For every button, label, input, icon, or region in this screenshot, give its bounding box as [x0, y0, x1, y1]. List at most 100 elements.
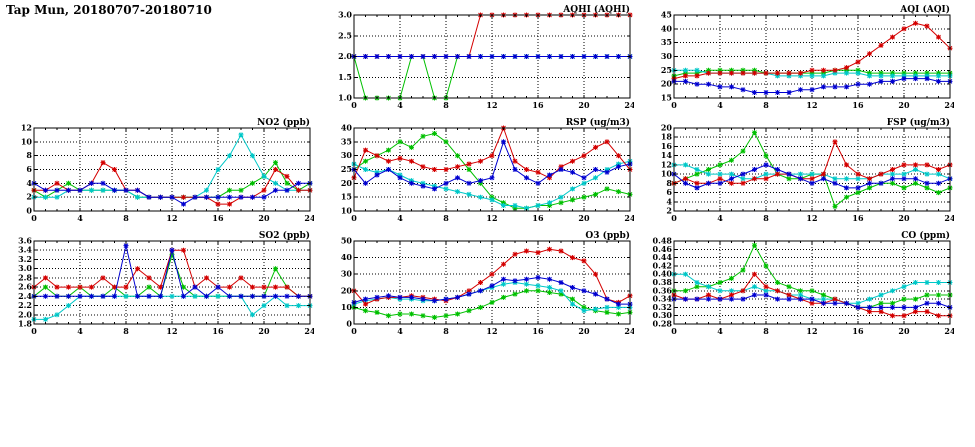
- x-tick-label: 8: [443, 100, 449, 110]
- y-tick-label: 14: [661, 150, 673, 160]
- chart-title: AQI (AQI): [899, 4, 950, 15]
- x-tick-label: 4: [717, 326, 723, 336]
- y-tick-label: 0.32: [653, 302, 672, 312]
- x-tick-label: 20: [898, 100, 910, 110]
- y-tick-label: 0.42: [653, 260, 672, 270]
- chart-o3: 0 10 20 30 40 50 0 4 8 12 16 20 24 O3 (ppb): [322, 228, 636, 340]
- axis-ticks: [353, 14, 631, 99]
- x-tick-label: 12: [486, 326, 497, 336]
- y-tick-label: 2.6: [18, 282, 32, 292]
- y-tick-label: 50: [341, 236, 353, 246]
- y-tick-label: 20: [341, 178, 353, 188]
- y-tick-label: 3.4: [18, 245, 32, 255]
- y-tick-label: 1.0: [338, 93, 352, 103]
- x-tick-label: 24: [944, 100, 954, 110]
- x-tick-label: 16: [852, 213, 864, 223]
- y-tick-label: 25: [341, 164, 352, 174]
- y-tick-label: 0.36: [653, 285, 673, 295]
- x-tick-label: 12: [166, 326, 177, 336]
- x-tick-label: 8: [763, 100, 769, 110]
- y-tick-label: 2.5: [338, 30, 352, 40]
- x-tick-label: 16: [852, 326, 864, 336]
- y-tick-label: 10: [341, 206, 353, 216]
- y-tick-label: 10: [661, 169, 673, 179]
- x-tick-label: 8: [123, 326, 129, 336]
- series-markers-red: [671, 271, 953, 319]
- y-tick-label: 2: [666, 206, 672, 216]
- series-line-green: [33, 253, 310, 298]
- x-tick-label: 24: [304, 213, 314, 223]
- chart-co: 0.28 0.30 0.32 0.34 0.36 0.38 0.40 0.42 0.44 0.46…: [642, 228, 956, 340]
- x-tick-label: 4: [397, 100, 403, 110]
- y-tick-label: 3.6: [18, 236, 32, 246]
- x-tick-label: 0: [351, 213, 357, 223]
- y-tick-label: 0.46: [653, 244, 673, 254]
- chart-svg: 0.280.300.320.340.360.380.400.420.440.46…: [653, 230, 956, 336]
- y-tick-label: 0.48: [653, 236, 673, 246]
- chart-svg: 1.0 1.5 2.0 2.5 3.0 0 4 8 12 16 20 24 AQHI (AQHI): [338, 4, 636, 111]
- y-tick-label: 2.0: [338, 51, 352, 61]
- axis-labels: 0 10 20 30 40 50 0 4 8 12 16 20 24: [341, 236, 636, 337]
- x-tick-label: 12: [806, 213, 817, 223]
- y-tick-label: 0.28: [653, 319, 673, 329]
- axis-ticks: [673, 14, 951, 99]
- axis-ticks: [673, 127, 951, 212]
- y-tick-label: 0.34: [653, 294, 673, 304]
- x-tick-label: 12: [806, 326, 817, 336]
- chart-svg: 15 20 25 30 35 40 45 0 4 8 12 16 20 24 AQI (AQI): [661, 4, 956, 111]
- x-tick-label: 20: [578, 213, 590, 223]
- y-tick-label: 40: [341, 123, 353, 133]
- x-tick-label: 0: [351, 100, 357, 110]
- x-tick-label: 20: [578, 100, 590, 110]
- y-tick-label: 2.0: [18, 309, 32, 319]
- x-tick-label: 0: [31, 326, 37, 336]
- gridlines: [34, 128, 310, 211]
- y-tick-label: 0.44: [653, 252, 673, 262]
- series-markers-blue: [31, 243, 313, 299]
- chart-title: AQHI (AQHI): [562, 4, 630, 15]
- chart-title: O3 (ppb): [585, 230, 630, 241]
- x-tick-label: 4: [717, 100, 723, 110]
- axis-labels: 15 20 25 30 35 40 45 0 4 8 12 16 20 24: [661, 10, 956, 111]
- x-tick-label: 16: [532, 213, 544, 223]
- y-tick-label: 40: [661, 23, 673, 33]
- y-tick-label: 2: [26, 192, 32, 202]
- chart-title: CO (ppm): [901, 230, 950, 241]
- chart-no2: 0 2 4 6 8 10 12 0 4 8 12 16 20 24 NO2 (ppb): [2, 115, 316, 227]
- axis-labels: 1.0 1.5 2.0 2.5 3.0 0 4 8 12 16 20 24: [338, 10, 636, 111]
- x-tick-label: 4: [77, 326, 83, 336]
- x-tick-label: 0: [671, 100, 677, 110]
- x-tick-label: 20: [258, 326, 270, 336]
- axis-labels: 1.82.02.22.42.62.83.03.23.43.6 0 4 8 12 16 20 2…: [18, 236, 316, 337]
- y-tick-label: 20: [341, 285, 353, 295]
- x-tick-label: 0: [31, 213, 37, 223]
- y-tick-label: 8: [26, 150, 32, 160]
- series-markers-cyan: [351, 158, 633, 211]
- x-tick-label: 20: [578, 326, 590, 336]
- y-tick-label: 0: [346, 319, 352, 329]
- x-tick-label: 4: [397, 326, 403, 336]
- chart-title: NO2 (ppb): [257, 117, 310, 128]
- y-tick-label: 3.2: [18, 254, 32, 264]
- x-tick-label: 24: [624, 213, 634, 223]
- chart-aqhi: 1.0 1.5 2.0 2.5 3.0 0 4 8 12 16 20 24 AQHI (AQHI): [322, 2, 636, 114]
- chart-svg: 1.82.02.22.42.62.83.03.23.43.6 0 4 8 12 16 20 2…: [18, 230, 316, 337]
- y-tick-label: 16: [661, 141, 673, 151]
- y-tick-label: 4: [26, 178, 32, 188]
- axis-ticks: [33, 240, 311, 325]
- gridlines: [354, 241, 630, 324]
- y-tick-label: 18: [661, 132, 673, 142]
- chart-title: FSP (ug/m3): [887, 117, 950, 128]
- chart-title: SO2 (ppb): [259, 230, 310, 241]
- x-tick-label: 12: [806, 100, 817, 110]
- gridlines: [674, 128, 950, 211]
- y-tick-label: 30: [341, 150, 353, 160]
- series-markers-red: [671, 20, 953, 82]
- series-markers-cyan: [31, 132, 313, 200]
- y-tick-label: 15: [661, 93, 672, 103]
- x-tick-label: 0: [351, 326, 357, 336]
